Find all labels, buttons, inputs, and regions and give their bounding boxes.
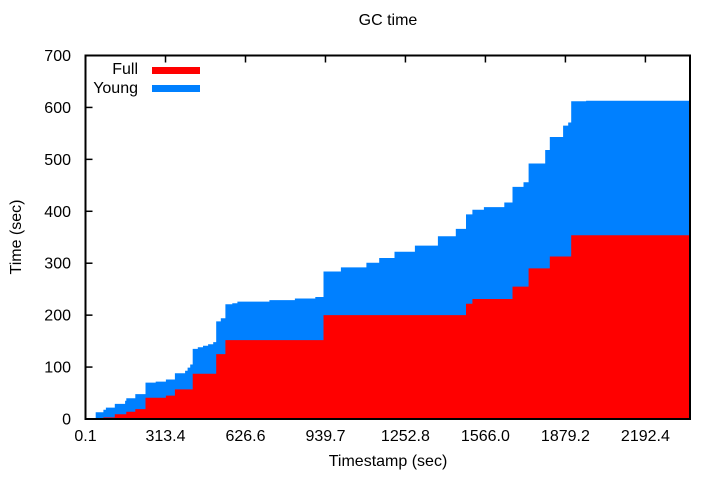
x-tick-label: 939.7 <box>305 428 345 445</box>
y-tick-label: 600 <box>44 100 71 117</box>
y-tick-label: 300 <box>44 256 71 273</box>
area-full <box>85 235 690 419</box>
x-tick-label: 1879.2 <box>541 428 590 445</box>
y-tick-label: 700 <box>44 48 71 65</box>
legend-label-full: Full <box>112 61 138 79</box>
legend-swatch-full <box>152 66 200 74</box>
legend-item-full: Full <box>86 61 200 80</box>
y-tick-label: 500 <box>44 152 71 169</box>
x-tick-label: 0.1 <box>74 428 96 445</box>
plot-border <box>84 54 691 420</box>
legend-label-young: Young <box>93 79 138 97</box>
x-tick-label: 2192.4 <box>621 428 670 445</box>
legend-swatch-young <box>152 85 200 93</box>
y-tick-label: 400 <box>44 204 71 221</box>
y-axis-label: Time (sec) <box>8 199 25 275</box>
legend-item-young: Young <box>86 80 200 99</box>
y-tick-label: 200 <box>44 308 71 325</box>
y-tick-label: 0 <box>62 412 71 429</box>
chart-title: GC time <box>358 12 418 29</box>
x-tick-label: 1252.8 <box>381 428 430 445</box>
x-tick-label: 1566.0 <box>461 428 510 445</box>
x-axis-label: Timestamp (sec) <box>328 453 448 470</box>
legend: Full Young <box>86 61 200 98</box>
y-tick-label: 100 <box>44 360 71 377</box>
x-tick-label: 626.6 <box>225 428 265 445</box>
x-tick-label: 313.4 <box>145 428 185 445</box>
